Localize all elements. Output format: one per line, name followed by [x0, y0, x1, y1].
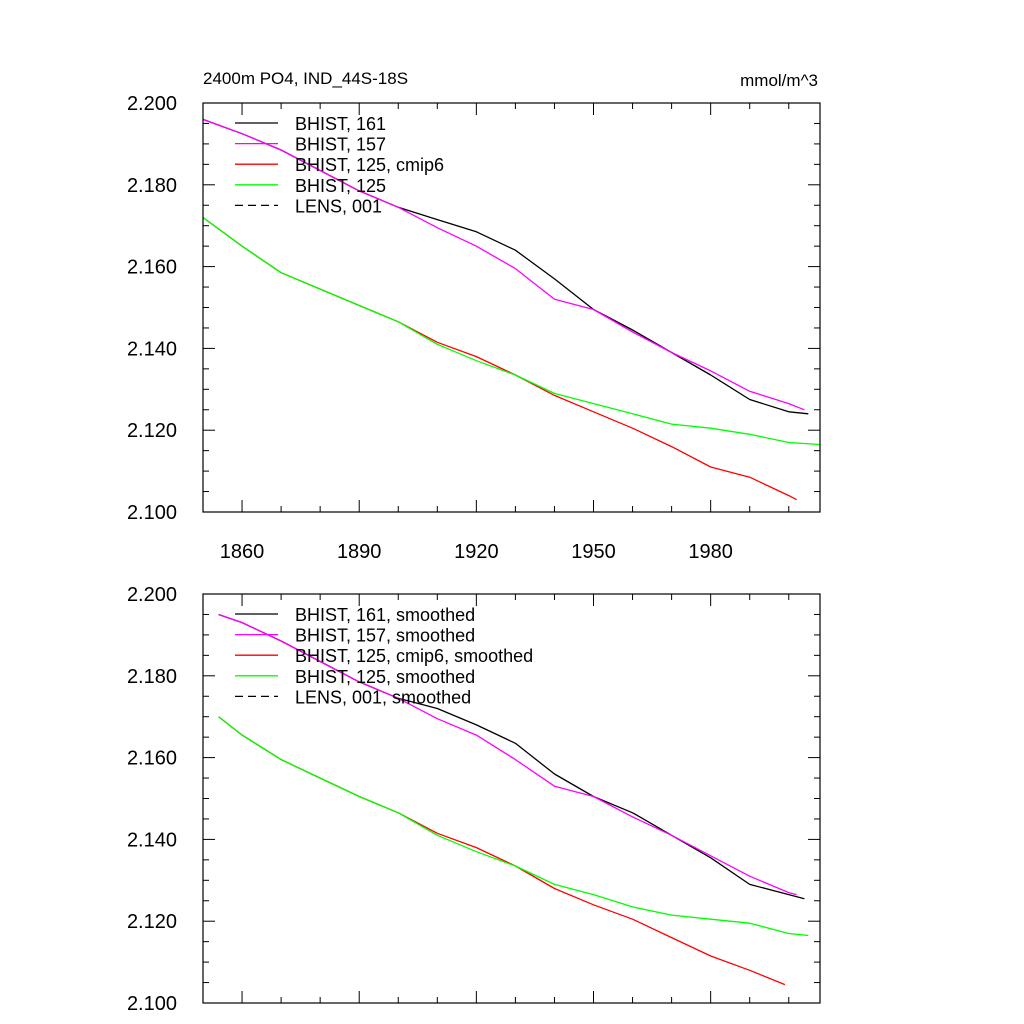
units-label: mmol/m^3	[740, 71, 818, 90]
legend-label: LENS, 001	[295, 196, 382, 216]
y-tick-label: 2.180	[127, 175, 177, 197]
x-tick-label: 1950	[571, 541, 616, 563]
legend-label: BHIST, 157, smoothed	[295, 626, 475, 646]
y-tick-label: 2.180	[127, 666, 177, 688]
x-tick-label: 1860	[220, 541, 265, 563]
series-line-bhist-157-smoothed	[218, 613, 797, 896]
y-tick-label: 2.200	[127, 93, 177, 115]
legend-label: BHIST, 125, smoothed	[295, 667, 475, 687]
y-tick-label: 2.140	[127, 829, 177, 851]
legend-label: BHIST, 125, cmip6	[295, 155, 444, 175]
legend-label: BHIST, 161, smoothed	[295, 605, 475, 625]
series-line-bhist-125	[202, 216, 821, 446]
chart-title: 2400m PO4, IND_44S-18S	[203, 69, 408, 88]
y-tick-label: 2.120	[127, 911, 177, 933]
legend-label: BHIST, 125, cmip6, smoothed	[295, 646, 533, 666]
y-tick-label: 2.120	[127, 420, 177, 442]
y-tick-label: 2.100	[127, 993, 177, 1015]
plot-frame	[202, 102, 821, 513]
x-tick-label: 1920	[454, 541, 499, 563]
top-panel: 2400m PO4, IND_44S-18S mmol/m^3 2.100 2.1…	[127, 69, 821, 563]
legend-label: LENS, 001, smoothed	[295, 687, 471, 707]
series-line-bhist-161	[202, 118, 809, 415]
plot-frame	[202, 593, 821, 1004]
legend-label: BHIST, 161	[295, 114, 386, 134]
series-line-bhist-125-smoothed	[218, 716, 809, 937]
y-tick-label: 2.200	[127, 584, 177, 606]
y-tick-label: 2.160	[127, 748, 177, 770]
y-tick-label: 2.160	[127, 257, 177, 279]
legend-label: BHIST, 157	[295, 135, 386, 155]
x-tick-label: 1980	[688, 541, 733, 563]
bottom-panel: 2.100 2.120 2.140 2.160 2.180 2.200 BHIST, 161…	[127, 584, 821, 1015]
y-tick-label: 2.100	[127, 502, 177, 524]
x-tick-label: 1890	[337, 541, 382, 563]
legend-label: BHIST, 125	[295, 176, 386, 196]
series-line-bhist-157	[202, 118, 805, 411]
y-tick-label: 2.140	[127, 338, 177, 360]
